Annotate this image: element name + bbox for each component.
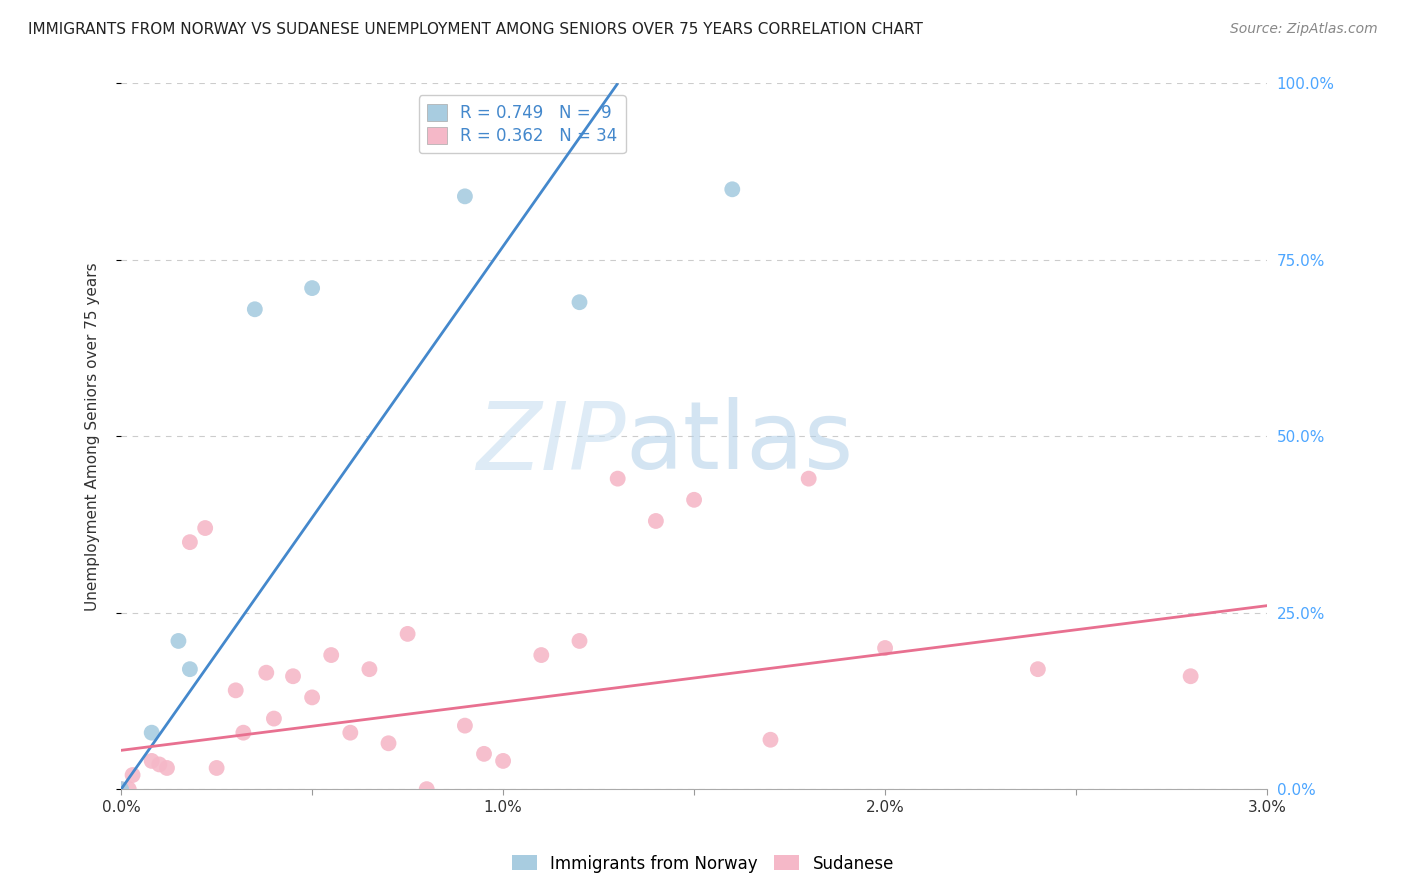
Legend: R = 0.749   N =  9, R = 0.362   N = 34: R = 0.749 N = 9, R = 0.362 N = 34 [419,95,626,153]
Point [281,669,304,683]
Point [121,768,143,782]
Point [873,640,896,655]
Point [454,718,477,732]
Point [492,754,515,768]
Point [606,472,628,486]
Point [644,514,666,528]
Point [339,725,361,739]
Point [179,535,201,549]
Text: atlas: atlas [626,397,853,490]
Point [141,754,163,768]
Point [377,736,399,750]
Point [530,648,553,662]
Point [156,761,179,775]
Point [179,662,201,676]
Point [225,683,247,698]
Y-axis label: Unemployment Among Seniors over 75 years: Unemployment Among Seniors over 75 years [86,262,100,611]
Point [683,492,706,507]
Text: ZIP: ZIP [475,398,626,489]
Point [254,665,277,680]
Point [396,627,419,641]
Point [194,521,217,535]
Point [721,182,744,196]
Point [472,747,495,761]
Legend: Immigrants from Norway, Sudanese: Immigrants from Norway, Sudanese [505,848,901,880]
Point [263,712,285,726]
Point [110,782,132,797]
Point [321,648,343,662]
Point [232,725,254,739]
Point [568,634,591,648]
Point [167,634,190,648]
Point [359,662,381,676]
Point [454,189,477,203]
Point [110,782,132,797]
Point [1026,662,1049,676]
Point [568,295,591,310]
Point [759,732,782,747]
Point [301,281,323,295]
Point [148,757,170,772]
Point [1180,669,1202,683]
Point [243,302,266,317]
Text: IMMIGRANTS FROM NORWAY VS SUDANESE UNEMPLOYMENT AMONG SENIORS OVER 75 YEARS CORR: IMMIGRANTS FROM NORWAY VS SUDANESE UNEMP… [28,22,922,37]
Point [301,690,323,705]
Point [205,761,228,775]
Point [797,472,820,486]
Point [141,725,163,739]
Point [118,782,141,797]
Point [415,782,437,797]
Text: Source: ZipAtlas.com: Source: ZipAtlas.com [1230,22,1378,37]
